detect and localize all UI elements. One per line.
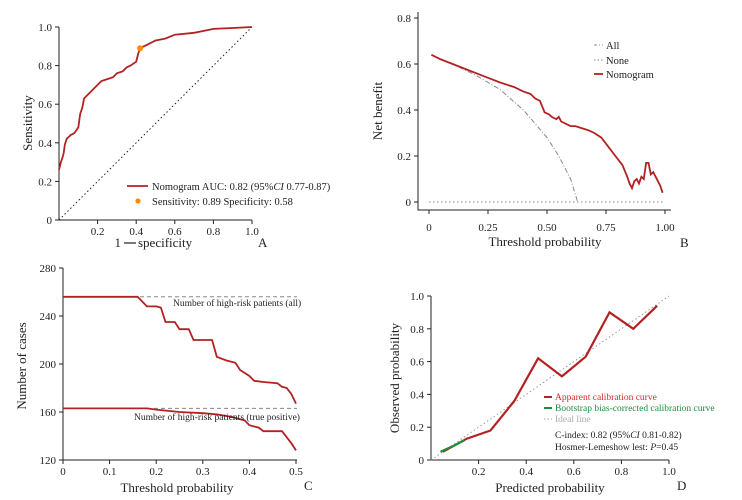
panel-a-y-tick-label: 1.0 bbox=[38, 22, 52, 34]
panel-b-y-tick-label: 0.2 bbox=[397, 151, 411, 163]
panel-b: 0 0.25 0.50 0.75 1.00 0 0.2 0.4 0.6 0.8 Net benef… bbox=[370, 12, 689, 250]
panel-d-bootstrap-curve bbox=[440, 439, 465, 453]
panel-b-legend: All None Nomogram bbox=[594, 41, 654, 81]
panel-a-cutoff-marker bbox=[137, 45, 144, 52]
panel-d-x-tick-label: 1.0 bbox=[662, 466, 676, 478]
panel-a-x-tick-label: 0.4 bbox=[129, 226, 143, 238]
panel-a-x-tick-label: 0.6 bbox=[168, 226, 182, 238]
panel-c-ticks: 0 0.1 0.2 0.3 0.4 0.5 120 160 200 240 280 bbox=[40, 263, 304, 478]
panel-a-x-tick-label: 0.2 bbox=[91, 226, 105, 238]
panel-b-x-tick-label: 1.00 bbox=[655, 222, 675, 234]
panel-b-x-tick-label: 0.25 bbox=[478, 222, 498, 234]
panel-a-xlabel-pre: 1 bbox=[115, 235, 122, 250]
panel-c-y-tick-label: 240 bbox=[40, 311, 57, 323]
panel-d-x-tick-label: 0.8 bbox=[615, 466, 629, 478]
panel-a-legend-sens: Sensitivity: 0.89 Specificity: 0.58 bbox=[152, 197, 293, 208]
panel-b-xlabel: Threshold probability bbox=[488, 234, 602, 249]
panel-c-x-tick-label: 0.2 bbox=[149, 466, 163, 478]
panel-c-y-tick-label: 200 bbox=[40, 359, 57, 371]
panel-d-ideal-line bbox=[430, 295, 670, 461]
panel-b-legend-nomogram: Nomogram bbox=[606, 70, 654, 81]
panel-c-annotation-tp: Number of high-risk patients (true posit… bbox=[134, 412, 300, 423]
panel-d-y-tick-label: 0.4 bbox=[410, 389, 424, 401]
panel-a-legend-auc: Nomogram AUC: 0.82 (95%CI 0.77-0.87) bbox=[152, 182, 331, 193]
panel-b-all-line bbox=[431, 54, 579, 203]
panel-d-x-tick-label: 0.6 bbox=[567, 466, 581, 478]
panel-a-legend: Nomogram AUC: 0.82 (95%CI 0.77-0.87) Sen… bbox=[127, 182, 331, 208]
panel-b-y-tick-label: 0.6 bbox=[397, 59, 411, 71]
panel-a-y-tick-label: 0.4 bbox=[38, 138, 52, 150]
panel-b-y-tick-label: 0 bbox=[406, 197, 412, 209]
panel-d-ticks: 0.2 0.4 0.6 0.8 1.0 0 0.2 0.4 0.6 0.8 1.0 bbox=[410, 291, 676, 478]
panel-a-x-tick-label: 1.0 bbox=[245, 226, 259, 238]
panel-d-legend-ideal: Ideal line bbox=[555, 415, 591, 425]
panel-d-y-tick-label: 0.6 bbox=[410, 357, 424, 369]
panel-c-letter: C bbox=[304, 478, 313, 493]
panel-a-letter: A bbox=[258, 235, 268, 250]
panel-d: 0.2 0.4 0.6 0.8 1.0 0 0.2 0.4 0.6 0.8 1.0 Observed… bbox=[387, 291, 715, 495]
panel-c-x-tick-label: 0.4 bbox=[243, 466, 257, 478]
panel-c-y-tick-label: 160 bbox=[40, 407, 57, 419]
panel-b-y-tick-label: 0.8 bbox=[397, 13, 411, 25]
panel-a-y-tick-label: 0.8 bbox=[38, 61, 52, 73]
panel-b-legend-none: None bbox=[606, 56, 629, 67]
panel-c-x-tick-label: 0 bbox=[60, 466, 66, 478]
panel-c-y-tick-label: 120 bbox=[40, 455, 57, 467]
panel-a-xlabel-post: specificity bbox=[138, 235, 193, 250]
panel-d-y-tick-label: 0.2 bbox=[410, 422, 424, 434]
panel-c-x-tick-label: 0.1 bbox=[103, 466, 117, 478]
panel-b-x-tick-label: 0 bbox=[426, 222, 432, 234]
panel-b-x-tick-label: 0.75 bbox=[596, 222, 616, 234]
panel-c-ylabel: Number of cases bbox=[14, 322, 29, 409]
panel-d-hosmer-lemeshow: Hosmer-Lemeshow lest: P=0.45 bbox=[555, 443, 678, 453]
panel-c-annotation-all: Number of high-risk patients (all) bbox=[173, 298, 301, 309]
panel-b-legend-all: All bbox=[606, 41, 620, 52]
panel-b-y-tick-label: 0.4 bbox=[397, 105, 411, 117]
panel-d-x-tick-label: 0.4 bbox=[519, 466, 533, 478]
panel-a: 0.2 0.4 0.6 0.8 1.0 0 0.2 0.4 0.6 0.8 1.0 Sensitiv… bbox=[20, 22, 331, 250]
panel-a-ylabel: Sensitivity bbox=[20, 95, 35, 151]
panel-d-ylabel: Observed probability bbox=[387, 322, 402, 433]
panel-c-y-tick-label: 280 bbox=[40, 263, 57, 275]
panel-a-reference-line bbox=[58, 26, 253, 221]
panel-d-y-tick-label: 0.8 bbox=[410, 324, 424, 336]
panel-b-x-tick-label: 0.50 bbox=[537, 222, 557, 234]
panel-d-xlabel: Predicted probability bbox=[495, 480, 605, 495]
panel-c: 0 0.1 0.2 0.3 0.4 0.5 120 160 200 240 280 Number o… bbox=[14, 263, 313, 495]
panel-d-legend-apparent: Apparent calibration curve bbox=[555, 393, 657, 403]
panel-c-x-tick-label: 0.3 bbox=[196, 466, 210, 478]
panel-d-legend: Apparent calibration curve Bootstrap bia… bbox=[544, 393, 715, 453]
panel-b-ylabel: Net benefit bbox=[370, 82, 385, 141]
panel-a-y-tick-label: 0.2 bbox=[38, 176, 52, 188]
panel-c-x-tick-label: 0.5 bbox=[289, 466, 303, 478]
panel-d-y-tick-label: 1.0 bbox=[410, 291, 424, 303]
panel-c-true-positive-line bbox=[63, 407, 297, 451]
panel-d-x-tick-label: 0.2 bbox=[472, 466, 486, 478]
panel-a-ticks: 0.2 0.4 0.6 0.8 1.0 0 0.2 0.4 0.6 0.8 1.0 bbox=[38, 22, 259, 238]
panel-c-all-line bbox=[63, 295, 297, 404]
panel-b-axes bbox=[417, 12, 671, 211]
panel-a-y-tick-label: 0.6 bbox=[38, 99, 52, 111]
panel-a-xlabel: 1 specificity bbox=[115, 235, 193, 250]
panel-a-legend-marker bbox=[135, 198, 141, 204]
panel-d-y-tick-label: 0 bbox=[419, 455, 425, 467]
panel-d-cindex: C-index: 0.82 (95%CI 0.81-0.82) bbox=[555, 430, 682, 441]
panel-a-x-tick-label: 0.8 bbox=[207, 226, 221, 238]
panel-d-legend-bootstrap: Bootstrap bias-corrected calibration cur… bbox=[555, 404, 715, 414]
panel-b-nomogram-line bbox=[431, 53, 664, 194]
panel-b-ticks: 0 0.25 0.50 0.75 1.00 0 0.2 0.4 0.6 0.8 bbox=[397, 13, 675, 234]
panel-b-letter: B bbox=[680, 235, 689, 250]
panel-a-roc-curve bbox=[58, 26, 253, 171]
panel-c-xlabel: Threshold probability bbox=[120, 480, 234, 495]
panel-d-apparent-curve bbox=[442, 305, 658, 453]
panel-d-letter: D bbox=[677, 478, 686, 493]
panel-a-y-tick-label: 0 bbox=[47, 215, 53, 227]
